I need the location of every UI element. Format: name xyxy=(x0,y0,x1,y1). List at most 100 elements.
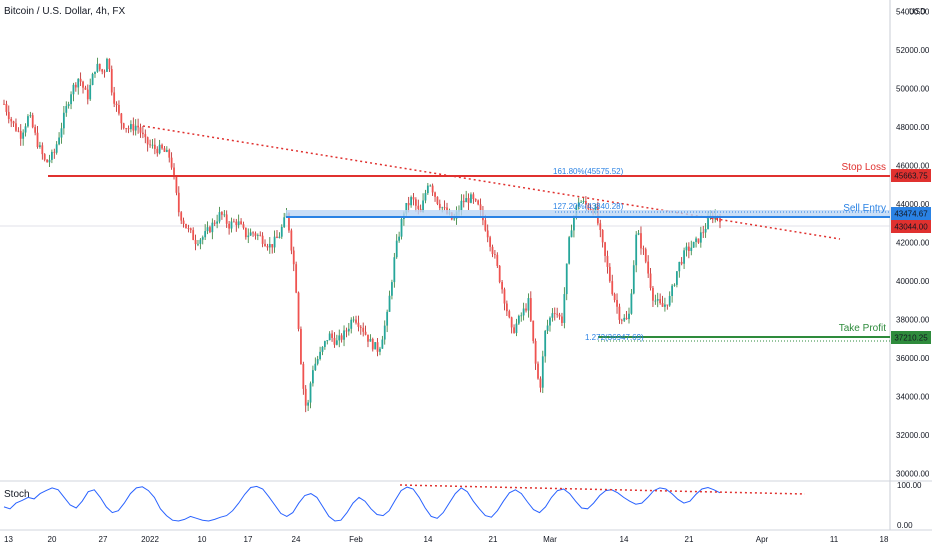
candle-body xyxy=(587,204,590,210)
candle-body xyxy=(194,239,197,245)
candle-body xyxy=(417,205,420,209)
candle-body xyxy=(386,311,389,326)
candle-body xyxy=(625,317,628,320)
candle-body xyxy=(630,293,633,314)
candle-body xyxy=(141,132,144,135)
candle-body xyxy=(62,112,65,129)
candle-body xyxy=(637,233,640,235)
candle-body xyxy=(177,192,180,213)
candle-body xyxy=(407,202,410,206)
candle-body xyxy=(242,224,245,228)
candle-body xyxy=(225,214,228,224)
candle-body xyxy=(525,308,527,311)
candle-body xyxy=(244,227,247,238)
candle-body xyxy=(232,221,235,223)
candle-body xyxy=(496,254,499,266)
candle-body xyxy=(230,221,233,229)
candle-body xyxy=(5,103,8,112)
candle-body xyxy=(31,115,34,128)
candle-body xyxy=(204,231,207,238)
candle-body xyxy=(616,299,618,307)
candle-body xyxy=(15,123,17,131)
y-tick-label: 38000.00 xyxy=(896,315,930,324)
candle-body xyxy=(462,200,465,203)
candle-body xyxy=(364,331,367,335)
candle-body xyxy=(647,261,650,274)
candle-body xyxy=(84,87,87,90)
candle-body xyxy=(546,325,549,331)
candle-body xyxy=(163,148,166,152)
descending-trendline[interactable] xyxy=(142,125,841,240)
candle-body xyxy=(115,103,118,106)
x-tick-label: 2022 xyxy=(141,535,159,544)
candle-body xyxy=(664,304,666,307)
candle-body xyxy=(180,212,183,221)
x-tick-label: 18 xyxy=(880,535,889,544)
candle-body xyxy=(29,115,32,117)
candle-body xyxy=(405,202,408,214)
candle-body xyxy=(699,232,702,243)
candle-body xyxy=(659,299,662,304)
candle-body xyxy=(259,234,262,236)
candle-body xyxy=(582,201,585,203)
candle-body xyxy=(36,132,39,147)
candle-body xyxy=(165,149,168,152)
candle-body xyxy=(211,222,214,233)
candle-body xyxy=(127,128,130,130)
candle-body xyxy=(707,218,709,229)
candle-body xyxy=(120,113,123,124)
candle-body xyxy=(249,232,252,236)
candle-body xyxy=(668,296,671,306)
candle-body xyxy=(122,123,125,129)
candle-body xyxy=(472,194,475,200)
candle-body xyxy=(484,220,487,231)
candle-body xyxy=(489,237,492,247)
x-tick-label: 20 xyxy=(48,535,57,544)
candle-body xyxy=(17,130,20,132)
candle-body xyxy=(326,340,329,342)
candle-body xyxy=(573,217,575,231)
candle-body xyxy=(197,243,199,245)
candle-body xyxy=(347,328,350,332)
candle-body xyxy=(185,223,187,229)
candle-body xyxy=(359,326,362,328)
candle-body xyxy=(379,348,381,352)
x-tick-label: 21 xyxy=(489,535,498,544)
candle-body xyxy=(182,220,185,224)
candle-body xyxy=(228,223,230,229)
candle-body xyxy=(388,295,391,312)
candle-body xyxy=(527,298,530,311)
candle-body xyxy=(60,128,63,138)
candle-body xyxy=(367,334,369,342)
candle-body xyxy=(297,292,300,329)
candle-body xyxy=(91,73,94,85)
candle-body xyxy=(268,244,271,248)
candle-body xyxy=(541,356,544,388)
candle-body xyxy=(474,199,477,201)
candle-body xyxy=(393,257,396,283)
candle-body xyxy=(486,230,489,238)
candle-body xyxy=(513,327,515,333)
candle-body xyxy=(556,313,559,315)
candle-body xyxy=(314,363,317,371)
candle-body xyxy=(422,200,424,212)
candle-body xyxy=(343,330,345,340)
candle-body xyxy=(146,137,149,145)
candle-body xyxy=(675,271,678,285)
y-tick-label: 52000.00 xyxy=(896,46,930,55)
candle-body xyxy=(551,313,554,318)
candle-body xyxy=(561,316,563,323)
candle-body xyxy=(316,358,319,364)
candle-body xyxy=(206,227,209,232)
candle-body xyxy=(34,127,37,133)
y-tick-label: 54000.00 xyxy=(896,8,930,17)
candle-body xyxy=(661,303,664,307)
candle-body xyxy=(170,157,173,168)
candle-body xyxy=(156,148,159,154)
candle-body xyxy=(65,106,68,113)
candle-body xyxy=(53,151,56,153)
candle-body xyxy=(216,221,219,224)
candle-body xyxy=(505,303,508,312)
candle-body xyxy=(189,228,192,231)
